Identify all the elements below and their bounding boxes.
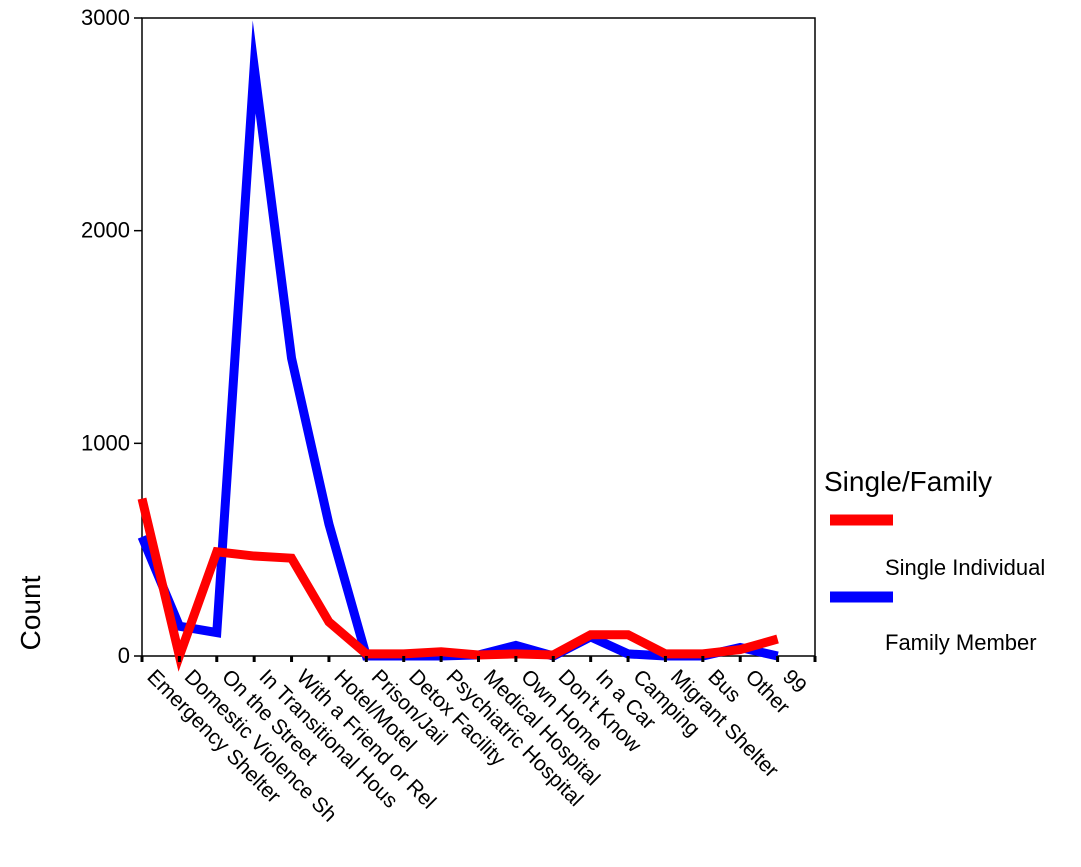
legend-title: Single/Family bbox=[824, 466, 992, 497]
series-line-family-member bbox=[137, 20, 779, 661]
y-tick-label: 0 bbox=[118, 643, 130, 668]
y-tick-label: 1000 bbox=[81, 430, 130, 455]
series-line-single-individual bbox=[137, 497, 779, 672]
plot-frame bbox=[141, 17, 816, 657]
legend-label: Family Member bbox=[885, 630, 1037, 655]
y-tick-label: 2000 bbox=[81, 218, 130, 243]
y-tick-label: 3000 bbox=[81, 5, 130, 30]
y-axis-title: Count bbox=[15, 575, 46, 650]
legend-label: Single Individual bbox=[885, 555, 1045, 580]
